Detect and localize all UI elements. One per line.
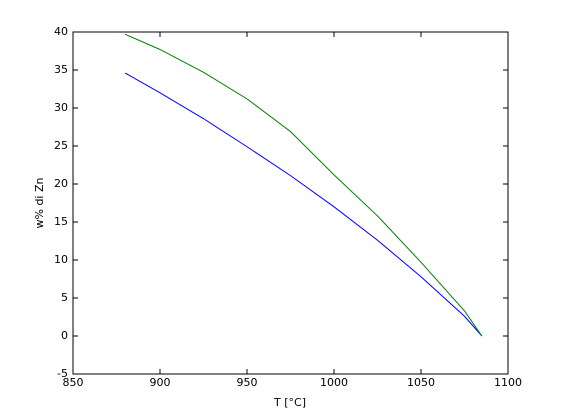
- data-line: [124, 72, 483, 337]
- y-tick-label: 30: [54, 101, 68, 114]
- y-tick-label: 10: [54, 253, 68, 266]
- y-tick-label: 20: [54, 177, 68, 190]
- y-axis-label: w% di Zn: [33, 177, 46, 228]
- x-tick-label: 1050: [407, 376, 435, 389]
- y-tick-label: 15: [54, 215, 68, 228]
- plot-area: [72, 31, 509, 375]
- x-tick-label: 900: [150, 376, 171, 389]
- y-tick-label: 5: [61, 291, 68, 304]
- x-tick-label: 1100: [494, 376, 522, 389]
- x-axis-label: T [°C]: [273, 396, 306, 409]
- y-tick-label: 35: [54, 63, 68, 76]
- y-tick-label: 25: [54, 139, 68, 152]
- x-tick-label: 1000: [320, 376, 348, 389]
- data-line: [124, 33, 483, 337]
- y-tick-label: 40: [54, 25, 68, 38]
- x-tick-label: 950: [237, 376, 258, 389]
- y-tick-label: -5: [57, 367, 68, 380]
- y-tick-label: 0: [61, 329, 68, 342]
- x-tick-label: 850: [63, 376, 84, 389]
